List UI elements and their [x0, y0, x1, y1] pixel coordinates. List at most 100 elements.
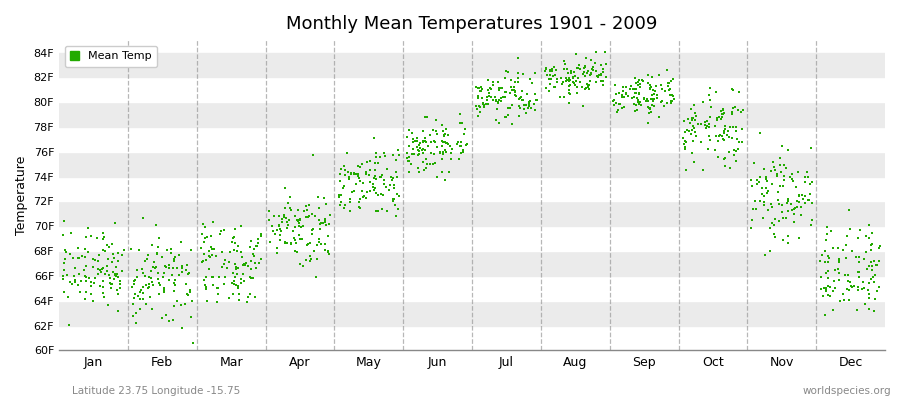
Point — [248, 245, 262, 252]
Point — [801, 197, 815, 203]
Point — [81, 224, 95, 231]
Point — [455, 147, 470, 153]
Point — [523, 98, 537, 104]
Point — [79, 278, 94, 284]
Point — [841, 278, 855, 284]
Point — [547, 84, 562, 90]
Point — [577, 69, 591, 76]
Point — [769, 167, 783, 174]
Point — [437, 138, 452, 145]
Point — [501, 69, 516, 76]
Point — [141, 281, 156, 288]
Point — [726, 152, 741, 158]
Point — [562, 82, 576, 89]
Point — [203, 244, 218, 250]
Point — [217, 227, 231, 234]
Point — [78, 273, 93, 279]
Point — [527, 70, 542, 76]
Point — [386, 196, 400, 202]
Point — [443, 143, 457, 149]
Point — [146, 264, 160, 270]
Point — [862, 280, 877, 287]
Point — [764, 168, 778, 174]
Point — [232, 297, 247, 304]
Point — [581, 86, 596, 92]
Point — [521, 100, 535, 107]
Point — [771, 218, 786, 224]
Point — [491, 100, 505, 106]
Point — [82, 274, 96, 281]
Point — [681, 116, 696, 122]
Point — [850, 254, 864, 260]
Point — [471, 95, 485, 101]
Point — [472, 109, 487, 116]
Point — [663, 77, 678, 84]
Point — [851, 286, 866, 293]
Point — [512, 96, 526, 102]
Point — [646, 87, 661, 94]
Point — [607, 98, 621, 104]
Point — [136, 284, 150, 290]
Point — [319, 201, 333, 207]
Point — [762, 248, 777, 254]
Point — [141, 252, 156, 258]
Point — [717, 123, 732, 130]
Point — [366, 184, 381, 190]
Point — [698, 119, 713, 125]
Point — [661, 83, 675, 89]
Point — [211, 285, 225, 292]
Point — [814, 274, 829, 280]
Point — [867, 279, 881, 286]
Point — [716, 107, 730, 113]
Point — [677, 140, 691, 147]
Point — [494, 97, 508, 104]
Point — [749, 206, 763, 213]
Point — [410, 152, 425, 158]
Point — [360, 159, 374, 165]
Point — [513, 95, 527, 102]
Point — [701, 146, 716, 152]
Point — [511, 55, 526, 62]
Point — [832, 256, 846, 262]
Point — [300, 206, 314, 213]
Point — [789, 198, 804, 205]
Point — [732, 139, 746, 145]
Point — [205, 246, 220, 252]
Point — [864, 247, 878, 253]
Point — [869, 262, 884, 268]
Point — [868, 296, 883, 302]
Point — [374, 154, 388, 160]
Point — [412, 142, 427, 148]
Point — [225, 238, 239, 245]
Point — [845, 284, 859, 290]
Point — [814, 252, 829, 258]
Point — [63, 251, 77, 258]
Point — [416, 146, 430, 152]
Point — [728, 157, 742, 164]
Point — [858, 300, 872, 307]
Point — [230, 265, 245, 272]
Point — [390, 191, 404, 197]
Point — [631, 79, 645, 86]
Point — [568, 73, 582, 80]
Point — [724, 135, 739, 141]
Point — [773, 162, 788, 168]
Point — [436, 132, 451, 138]
Point — [521, 104, 535, 111]
Point — [643, 82, 657, 88]
Point — [272, 222, 286, 228]
Point — [504, 84, 518, 90]
Point — [759, 176, 773, 182]
Point — [619, 91, 634, 97]
Point — [174, 302, 188, 309]
Point — [387, 184, 401, 191]
Point — [710, 117, 724, 123]
Point — [337, 205, 351, 212]
Point — [433, 150, 447, 156]
Point — [643, 110, 657, 116]
Point — [411, 165, 426, 171]
Point — [866, 274, 880, 280]
Point — [544, 81, 558, 88]
Point — [752, 174, 767, 180]
Point — [418, 167, 432, 173]
